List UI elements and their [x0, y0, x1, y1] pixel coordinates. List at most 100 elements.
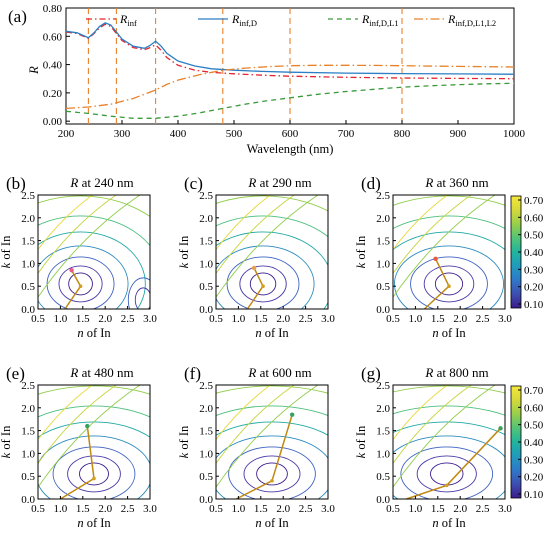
- panel-label: (f): [184, 364, 201, 383]
- x-tick-label: 1.5: [431, 313, 445, 325]
- contour-level: [216, 385, 328, 394]
- contour-level: [393, 421, 505, 436]
- y-tick-label: 1.5: [376, 426, 390, 438]
- y-tick-label: 1.0: [376, 448, 390, 460]
- x-tick-label: 1.0: [232, 503, 246, 515]
- x-tick-label: 2.5: [299, 503, 313, 515]
- plot-frame: [215, 384, 329, 500]
- colorbar-tick-label: 0.10: [524, 299, 544, 311]
- x-tick-label: 1.5: [431, 503, 445, 515]
- x-axis-label: n of In: [77, 326, 111, 340]
- contour-level: [68, 272, 93, 296]
- panel-g-contour: 0.5 1.0 1.5 2.0 2.5 3.00.00.51.01.52.02.5n of…: [354, 364, 544, 530]
- x-tick-label: 500: [226, 128, 243, 140]
- series-line-inf-D-L1-L2: [65, 64, 515, 110]
- plot-frame: [392, 384, 506, 500]
- x-tick-label: 0.5: [209, 503, 223, 515]
- x-axis-label: n of In: [77, 516, 111, 530]
- contour-lines: [38, 385, 150, 499]
- contour-level: [249, 272, 277, 296]
- panel-label: (a): [8, 7, 27, 26]
- x-tick-label: 3.0: [321, 503, 335, 515]
- x-tick-label: 0.5: [386, 503, 400, 515]
- contour-level: [416, 455, 477, 493]
- contour-level-high: [38, 195, 117, 275]
- contour-level: [38, 385, 150, 395]
- x-tick-label: 3.0: [498, 503, 512, 515]
- y-tick-label: 2.5: [376, 190, 390, 202]
- contour-level: [239, 265, 287, 303]
- contour-level: [79, 462, 109, 486]
- path-vertex-marker: [261, 284, 265, 289]
- contour-level-high: [393, 385, 496, 489]
- contour-level-high: [38, 385, 141, 489]
- panel-title: R at 290 nm: [247, 175, 311, 190]
- contour-level: [38, 405, 150, 418]
- contour-level-high: [38, 385, 94, 441]
- colorbar-tick-label: 0.70: [524, 385, 544, 397]
- y-tick-label: 0.0: [376, 304, 390, 316]
- x-tick-label: 2.5: [299, 313, 313, 325]
- x-axis-label: Wavelength (nm): [247, 142, 334, 156]
- colorbar-tick-label: 0.30: [524, 454, 544, 466]
- contour-lines: [38, 195, 150, 309]
- contour-level-high: [393, 385, 472, 465]
- y-tick-label: 2.0: [199, 213, 213, 225]
- y-axis-label: k of In: [0, 235, 13, 268]
- contour-level: [216, 435, 328, 499]
- x-tick-label: 200: [58, 128, 75, 140]
- x-tick-label: 900: [450, 128, 467, 140]
- contour-level: [393, 405, 505, 416]
- contour-lines: [216, 195, 328, 309]
- contour-level: [394, 245, 504, 309]
- contour-level: [216, 231, 328, 309]
- contour-level-high: [393, 195, 472, 275]
- x-tick-label: 0.5: [209, 313, 223, 325]
- panel-title: R at 360 nm: [424, 175, 488, 190]
- y-tick-label: 1.0: [21, 448, 35, 460]
- contour-level: [423, 265, 475, 303]
- contour-level: [434, 272, 464, 296]
- x-tick-label: 800: [394, 128, 411, 140]
- colorbar-tick-label: 0.50: [524, 230, 544, 242]
- y-tick-label: 0.5: [199, 281, 213, 293]
- y-tick-label: 0.0: [199, 304, 213, 316]
- y-tick-label: 1.5: [199, 236, 213, 248]
- x-tick-label: 1.5: [254, 313, 268, 325]
- x-tick-label: 0.5: [386, 313, 400, 325]
- y-axis-label: k of In: [177, 425, 191, 458]
- legend-entry: Rinf: [119, 12, 137, 28]
- x-tick-label: 2.5: [121, 503, 135, 515]
- contour-level-secondary: [134, 287, 150, 309]
- y-tick-label: 2.5: [199, 190, 213, 202]
- x-tick-label: 2.0: [453, 313, 467, 325]
- y-tick-label: 0.40: [43, 60, 63, 72]
- contour-level: [410, 256, 488, 309]
- contour-level: [216, 195, 328, 212]
- y-tick-label: 0.60: [43, 31, 63, 43]
- contour-level: [228, 446, 316, 499]
- colorbar-tick-label: 0.50: [524, 420, 544, 432]
- contour-level: [393, 215, 505, 229]
- contour-level: [38, 231, 146, 309]
- contour-level: [38, 215, 150, 247]
- x-tick-label: 2.0: [276, 503, 290, 515]
- panel-label: (c): [184, 174, 203, 193]
- x-tick-label: 2.5: [121, 313, 135, 325]
- contour-level-high: [393, 195, 496, 299]
- x-tick-label: 1.5: [76, 503, 90, 515]
- panel-e-contour: 0.5 1.0 1.5 2.0 2.5 3.00.00.51.01.52.02.5n of…: [0, 364, 157, 530]
- colorbar-tick-label: 0.20: [524, 282, 544, 294]
- x-tick-label: 2.5: [476, 313, 490, 325]
- contour-lines: [216, 385, 328, 499]
- panel-title: R at 480 nm: [69, 365, 133, 380]
- panel-label: (d): [361, 174, 381, 193]
- y-tick-label: 1.5: [199, 426, 213, 438]
- series-line-inf-D-L1: [65, 82, 515, 119]
- y-tick-label: 2.0: [376, 403, 390, 415]
- contour-lines: [393, 195, 505, 309]
- plot-frame: [215, 194, 329, 310]
- contour-level-high: [393, 385, 449, 441]
- y-tick-label: 1.5: [376, 236, 390, 248]
